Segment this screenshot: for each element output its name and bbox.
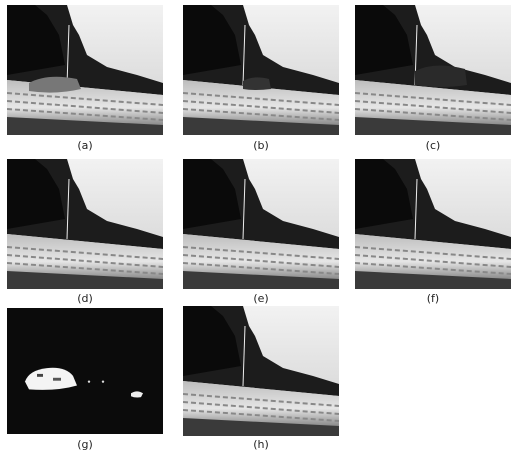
- image-panel: [183, 306, 339, 436]
- mask-panel: [7, 308, 163, 434]
- image-panel: [7, 5, 163, 135]
- panel-label: (b): [183, 139, 339, 152]
- image: [7, 5, 163, 135]
- mask-image: [7, 308, 163, 434]
- image-panel: [355, 159, 511, 289]
- image: [7, 159, 163, 289]
- image-panel: [7, 159, 163, 289]
- image: [355, 5, 511, 135]
- image-panel: [183, 5, 339, 135]
- image: [183, 5, 339, 135]
- figure: (a) (b) (c) (d) (e) (f) (g) (h): [0, 0, 511, 454]
- panel-label: (e): [183, 292, 339, 305]
- panel-label: (a): [7, 139, 163, 152]
- image-panel: [355, 5, 511, 135]
- image: [183, 306, 339, 436]
- panel-label: (h): [183, 438, 339, 451]
- image: [183, 159, 339, 289]
- panel-label: (g): [7, 438, 163, 451]
- image-panel: [183, 159, 339, 289]
- panel-label: (c): [355, 139, 511, 152]
- panel-label: (d): [7, 292, 163, 305]
- image: [355, 159, 511, 289]
- panel-label: (f): [355, 292, 511, 305]
